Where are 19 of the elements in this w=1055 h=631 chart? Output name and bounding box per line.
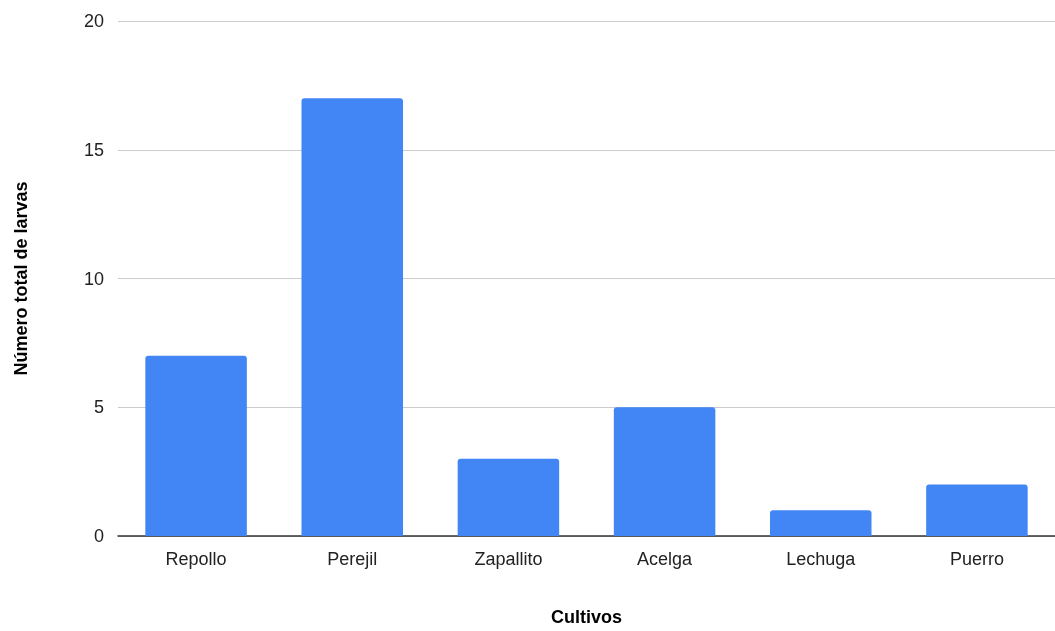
x-tick-label: Perejil <box>327 549 378 569</box>
y-tick-label: 0 <box>93 526 104 546</box>
x-axis-title: Cultivos <box>550 607 623 627</box>
y-tick-label: 15 <box>83 139 104 160</box>
x-tick-label: Puerro <box>949 549 1004 569</box>
bar <box>457 458 560 536</box>
y-tick-label: 20 <box>83 11 104 31</box>
y-tick-label: 10 <box>83 268 104 289</box>
x-tick-label: Lechuga <box>786 549 857 569</box>
y-axis-title: Número total de larvas <box>11 181 31 376</box>
bar <box>301 98 403 536</box>
bar <box>145 355 247 536</box>
bar <box>926 484 1028 536</box>
bar <box>613 407 716 536</box>
bar <box>770 510 872 536</box>
x-tick-label: Zapallito <box>474 549 543 569</box>
x-tick-label: Repollo <box>165 549 227 569</box>
x-tick-label: Acelga <box>637 549 694 569</box>
y-tick-label: 5 <box>93 397 104 418</box>
